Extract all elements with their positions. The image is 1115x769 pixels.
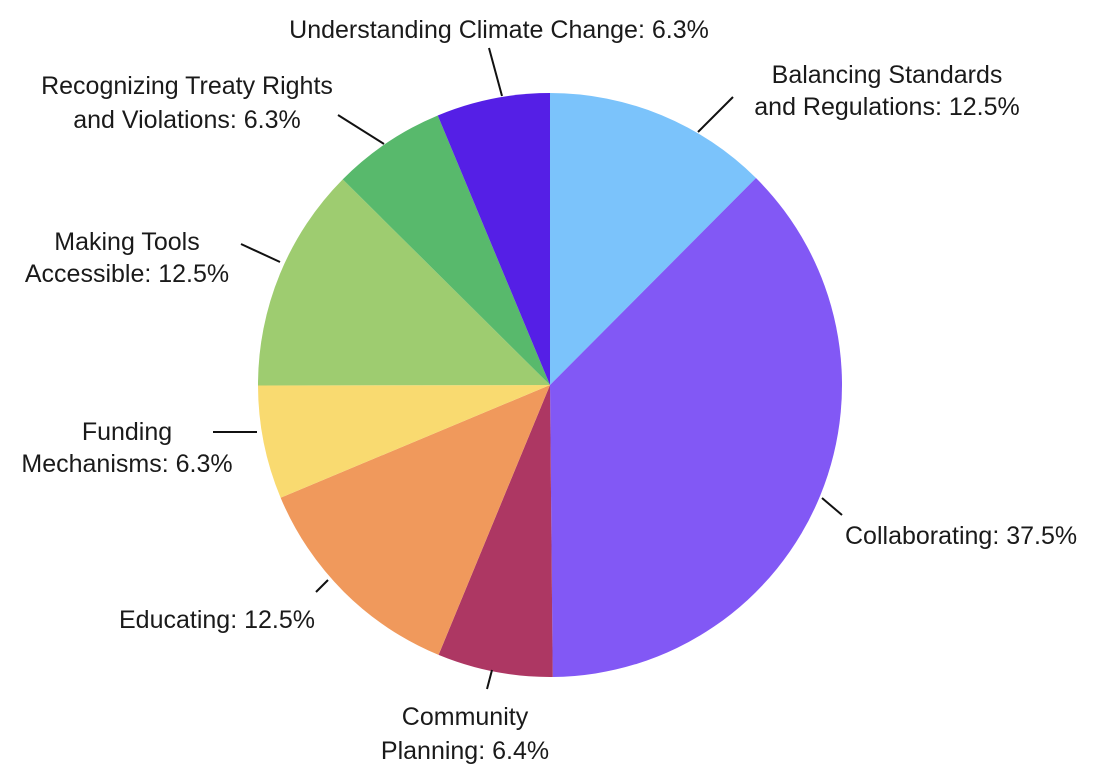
leader-line-0 — [697, 96, 734, 133]
pie-slice-2 — [438, 385, 553, 678]
slice-label-7: Understanding Climate Change: 6.3% — [289, 16, 709, 44]
slice-label-3: Educating: 12.5% — [119, 606, 315, 634]
leader-line-7 — [488, 47, 503, 97]
slice-label-line: Mechanisms: 6.3% — [21, 450, 232, 478]
slice-label-line: and Regulations: 12.5% — [754, 93, 1019, 121]
leader-line-5 — [240, 243, 281, 263]
leader-lines — [213, 47, 843, 690]
slice-label-line: Community — [402, 703, 529, 731]
slice-label-line: Understanding Climate Change: 6.3% — [289, 16, 709, 44]
pie-slice-0 — [550, 93, 756, 385]
leader-line-1 — [821, 497, 843, 516]
slice-label-line: Funding — [82, 418, 172, 446]
slice-label-line: Educating: 12.5% — [119, 606, 315, 634]
slice-label-2: Community Planning: 6.4% — [381, 703, 549, 765]
slice-label-4: Funding Mechanisms: 6.3% — [21, 418, 232, 478]
pie-slices — [257, 93, 843, 678]
slice-label-line: Balancing Standards — [772, 61, 1003, 89]
slice-label-line: Recognizing Treaty Rights — [41, 72, 333, 100]
slice-label-line: Accessible: 12.5% — [25, 260, 229, 288]
slice-label-1: Collaborating: 37.5% — [845, 522, 1077, 550]
slice-label-line: Planning: 6.4% — [381, 737, 549, 765]
pie-slice-3 — [280, 385, 550, 655]
slice-label-line: Making Tools — [54, 228, 199, 256]
slice-label-line: Collaborating: 37.5% — [845, 522, 1077, 550]
pie-slice-4 — [258, 385, 550, 498]
slice-label-line: and Violations: 6.3% — [73, 106, 300, 134]
pie-slice-1 — [550, 178, 843, 677]
leader-line-2 — [486, 669, 493, 690]
pie-slice-7 — [437, 93, 550, 385]
leader-line-6 — [337, 114, 385, 145]
slice-label-5: Making Tools Accessible: 12.5% — [25, 228, 229, 288]
pie-slice-6 — [342, 115, 550, 385]
leader-line-3 — [315, 579, 329, 593]
slice-label-0: Balancing Standards and Regulations: 12.5… — [754, 61, 1019, 121]
slice-labels: Balancing Standards and Regulations: 12.5… — [21, 16, 1077, 765]
pie-slice-5 — [257, 179, 550, 386]
slice-label-6: Recognizing Treaty Rights and Violations:… — [41, 72, 333, 134]
